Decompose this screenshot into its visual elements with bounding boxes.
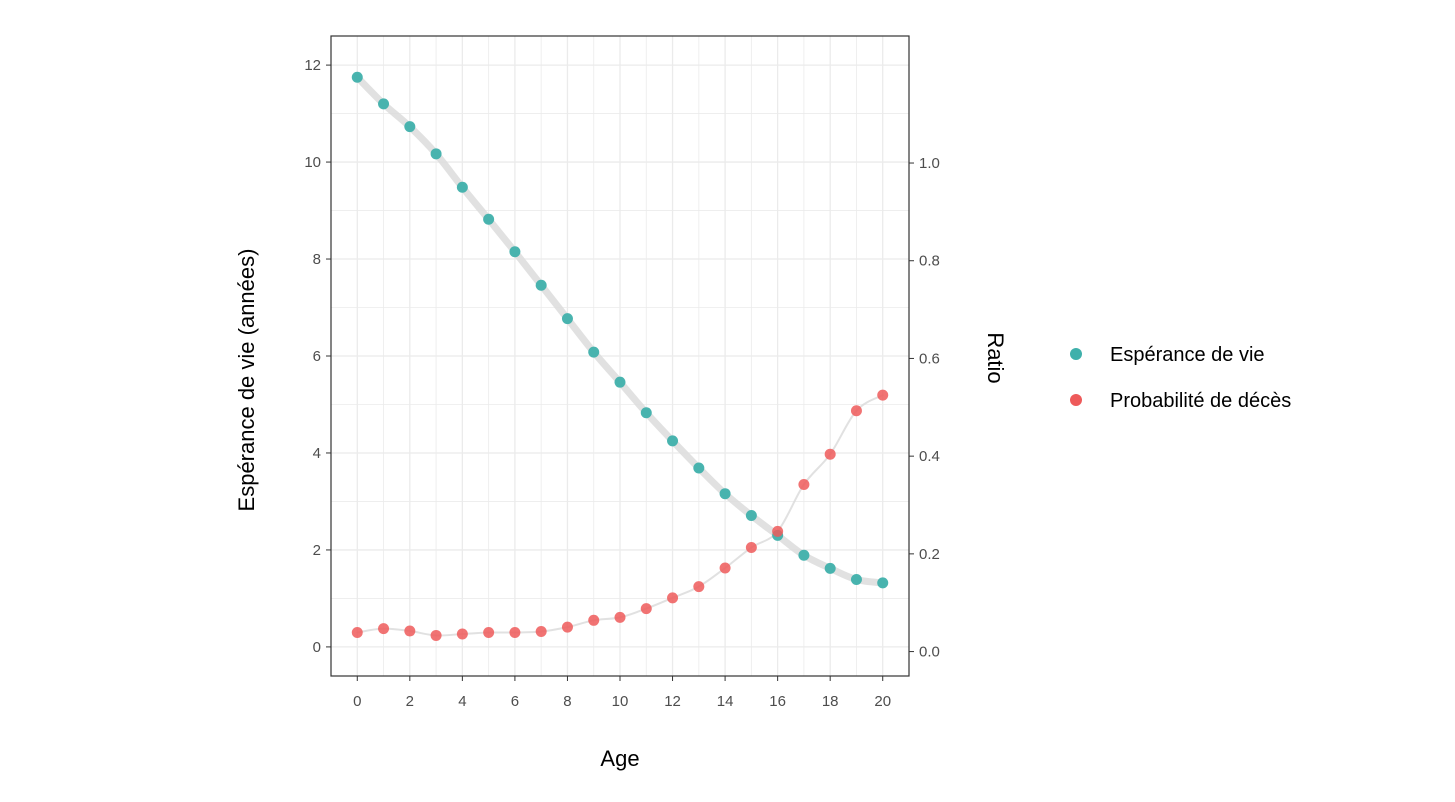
y2-tick-label: 0.8 [919,253,940,270]
point-series-1 [378,623,390,635]
point-series-1 [430,629,442,641]
y-axis-title: Espérance de vie (années) [234,249,259,512]
point-series-1 [693,581,705,593]
x-tick-label: 8 [563,693,571,710]
point-series-1 [640,603,652,615]
point-series-0 [614,376,626,388]
point-series-1 [772,525,784,537]
point-series-1 [483,627,495,639]
point-series-0 [483,213,495,225]
point-series-0 [640,407,652,419]
point-series-1 [614,611,626,623]
point-series-1 [719,562,731,574]
point-series-0 [667,435,679,447]
point-series-0 [824,562,836,574]
y2-tick-label: 0.0 [919,644,940,661]
x-tick-label: 10 [612,693,629,710]
y2-tick-label: 0.4 [919,448,940,465]
point-series-0 [693,462,705,474]
legend-label-esperance: Espérance de vie [1110,344,1265,366]
legend-label-probabilite: Probabilité de décès [1110,390,1291,412]
legend: Espérance de vie Probabilité de décès [1070,344,1291,412]
x-tick-label: 6 [511,693,519,710]
point-series-0 [588,346,600,358]
point-series-0 [877,577,889,589]
y2-tick-label: 0.6 [919,350,940,367]
point-series-0 [798,549,810,561]
y-tick-label: 12 [304,57,321,74]
point-series-1 [745,542,757,554]
x-tick-label: 20 [874,693,891,710]
point-series-0 [378,98,390,110]
y-tick-label: 4 [313,445,321,462]
y2-tick-label: 1.0 [919,155,940,172]
axis-ticks: 0 2 4 6 8 10 12 14 16 18 20 0 2 4 6 8 10 12 0.0 0.2 0.4 0.6 0.… [304,57,940,710]
y-tick-label: 10 [304,154,321,171]
point-series-0 [719,488,731,500]
point-series-1 [798,478,810,490]
point-series-1 [850,405,862,417]
x-tick-label: 2 [406,693,414,710]
x-tick-label: 16 [769,693,786,710]
point-series-0 [351,71,363,83]
point-series-0 [404,121,416,133]
point-series-0 [535,279,547,291]
point-series-1 [588,614,600,626]
y-tick-label: 2 [313,542,321,559]
point-series-0 [509,246,521,258]
point-series-0 [456,181,468,193]
y-tick-label: 8 [313,251,321,268]
point-series-0 [430,148,442,160]
point-series-1 [404,625,416,637]
y-tick-label: 6 [313,348,321,365]
data-points [351,71,889,641]
point-series-0 [745,510,757,522]
point-series-1 [877,389,889,401]
x-axis-title: Age [600,746,639,771]
point-series-1 [667,592,679,604]
x-tick-label: 18 [822,693,839,710]
x-tick-label: 14 [717,693,734,710]
y2-tick-label: 0.2 [919,546,940,563]
x-tick-label: 0 [353,693,361,710]
y2-axis-title: Ratio [983,332,1008,383]
legend-marker-esperance [1070,348,1082,360]
point-series-0 [561,313,573,325]
y-tick-label: 0 [313,639,321,656]
point-series-0 [850,574,862,586]
legend-marker-probabilite [1070,394,1082,406]
point-series-1 [351,627,363,639]
point-series-1 [535,626,547,638]
point-series-1 [824,448,836,460]
point-series-1 [561,621,573,633]
x-tick-label: 12 [664,693,681,710]
x-tick-label: 4 [458,693,466,710]
point-series-1 [509,627,521,639]
point-series-1 [456,628,468,640]
